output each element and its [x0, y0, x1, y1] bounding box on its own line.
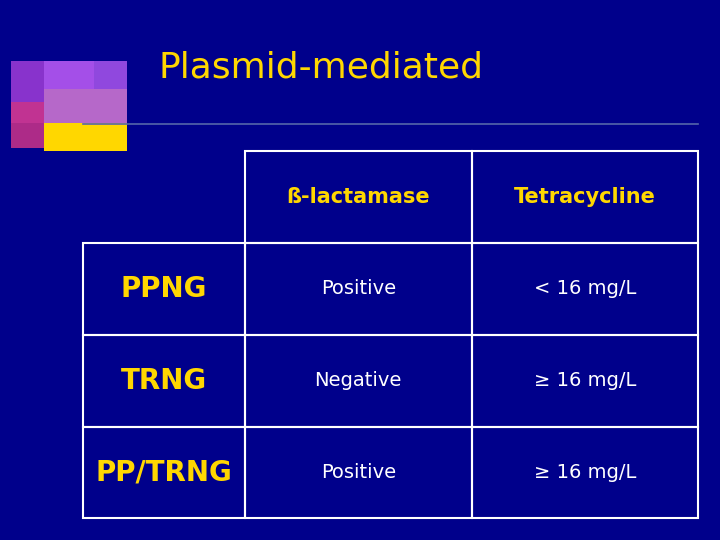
- Text: PP/TRNG: PP/TRNG: [96, 458, 232, 487]
- Text: ß-lactamase: ß-lactamase: [287, 187, 430, 207]
- Text: Plasmid-mediated: Plasmid-mediated: [158, 51, 483, 84]
- Text: < 16 mg/L: < 16 mg/L: [534, 279, 636, 299]
- Text: Negative: Negative: [315, 371, 402, 390]
- Text: PPNG: PPNG: [121, 275, 207, 303]
- Text: TRNG: TRNG: [121, 367, 207, 395]
- Text: Positive: Positive: [320, 463, 396, 482]
- Text: Positive: Positive: [320, 279, 396, 299]
- Text: ≥ 16 mg/L: ≥ 16 mg/L: [534, 463, 636, 482]
- Text: ≥ 16 mg/L: ≥ 16 mg/L: [534, 371, 636, 390]
- Text: Tetracycline: Tetracycline: [514, 187, 656, 207]
